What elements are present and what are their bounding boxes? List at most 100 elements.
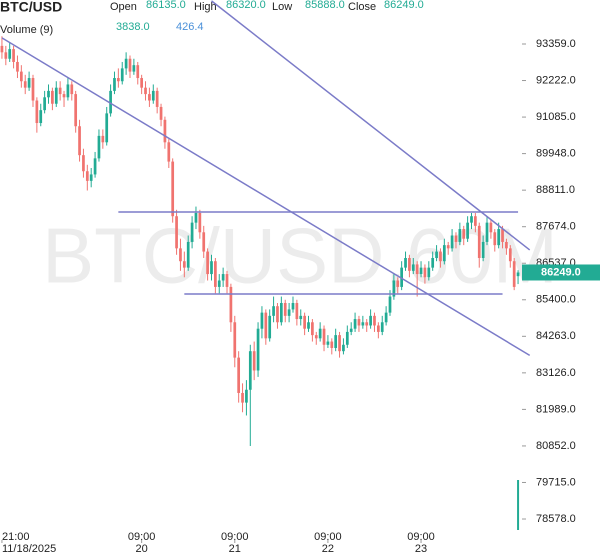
candle-body (446, 245, 450, 249)
candle-body (179, 248, 182, 262)
y-tick-label: 80852.0 (536, 440, 576, 452)
header-label: Open (110, 1, 137, 13)
candle-body (217, 280, 221, 287)
candle-body (349, 328, 353, 332)
y-tick-label: 81989.0 (536, 403, 576, 415)
y-tick-label: 91085.0 (536, 111, 576, 123)
candle-body (411, 264, 415, 271)
x-tick-date: 23 (415, 543, 427, 555)
volume-bar (517, 480, 520, 530)
candle-body (140, 78, 143, 88)
candle-body (303, 315, 306, 329)
header-label: Low (272, 1, 292, 13)
candle-body (62, 94, 66, 98)
candle-body (16, 61, 19, 72)
y-tick-label: 87674.0 (536, 221, 576, 233)
candle-body (214, 261, 217, 287)
candle-body (167, 142, 171, 162)
candle-body (101, 135, 105, 143)
candle-body (481, 241, 485, 258)
candle-body (35, 100, 39, 124)
candle-body (307, 322, 310, 329)
candle-body (268, 315, 272, 339)
header-value: 85888.0 (305, 0, 345, 11)
candle-body (311, 322, 314, 336)
y-tick-label: 88811.0 (536, 184, 575, 196)
candle-body (342, 344, 345, 352)
y-tick-label: 78578.0 (536, 513, 576, 525)
candle-body (85, 171, 89, 181)
y-tick-label: 85400.0 (536, 294, 576, 306)
candle-body (47, 90, 50, 98)
candle-body (256, 328, 260, 371)
header-label: High (194, 1, 217, 13)
candle-body (353, 319, 357, 329)
candle-body (369, 315, 372, 326)
header-label: Close (348, 1, 376, 13)
candle-body (377, 325, 380, 332)
y-tick-label: 92222.0 (536, 74, 576, 86)
candle-body (439, 251, 442, 262)
candle-body (384, 312, 388, 323)
candle-body (287, 309, 291, 316)
candle-body (113, 78, 116, 91)
header-value: 86135.0 (146, 0, 186, 11)
price-label-bg (522, 264, 600, 281)
volume-ma: 426.4 (176, 21, 204, 33)
candle-body (252, 351, 256, 371)
candle-body (151, 90, 155, 101)
candle-body (334, 335, 338, 348)
candle-body (159, 106, 163, 120)
candle-body (338, 335, 341, 352)
header-value: 86320.0 (226, 0, 266, 11)
volume-name: Volume (9) (0, 24, 53, 36)
candle-body (78, 126, 81, 156)
candle-body (12, 49, 15, 62)
candle-body (501, 229, 504, 242)
candle-body (4, 52, 8, 59)
candle-body (279, 302, 283, 323)
candle-body (489, 222, 493, 233)
y-tick-label: 89948.0 (536, 148, 576, 160)
candle-body (120, 68, 124, 82)
y-tick-label: 84263.0 (536, 330, 576, 342)
candle-body (435, 251, 438, 258)
candle-body (43, 97, 46, 111)
candle-body (248, 351, 252, 390)
candle-body (516, 272, 520, 277)
candle-body (186, 241, 190, 268)
candle-body (74, 94, 78, 127)
candle-body (8, 49, 12, 59)
candle-body (442, 245, 446, 262)
candle-body (508, 248, 512, 262)
candle-body (163, 119, 167, 143)
candle-body (272, 306, 275, 316)
candle-body (454, 235, 458, 242)
candle-body (264, 312, 268, 339)
candle-body (206, 251, 209, 275)
candle-body (423, 267, 427, 278)
candle-body (392, 280, 396, 297)
candle-body (345, 331, 349, 345)
candle-body (132, 65, 136, 72)
candle-body (233, 322, 237, 358)
candle-body (283, 302, 287, 316)
candle-body (485, 222, 489, 242)
candle-body (70, 84, 74, 95)
y-tick-label: 79715.0 (536, 476, 576, 488)
candle-body (182, 261, 186, 268)
candle-body (419, 267, 423, 275)
candle-body (109, 90, 112, 114)
candle-body (373, 315, 376, 326)
candle-body (477, 225, 481, 258)
candle-body (497, 229, 501, 246)
candle-body (58, 87, 62, 95)
candle-body (210, 261, 213, 275)
candle-body (357, 319, 361, 326)
x-tick-time: 21:00 (2, 531, 30, 543)
y-tick-label: 83126.0 (536, 367, 576, 379)
candle-body (105, 113, 109, 143)
price-label: 86249.0 (541, 266, 581, 278)
x-tick-date: 11/18/2025 (2, 543, 56, 555)
candle-body (124, 58, 128, 69)
